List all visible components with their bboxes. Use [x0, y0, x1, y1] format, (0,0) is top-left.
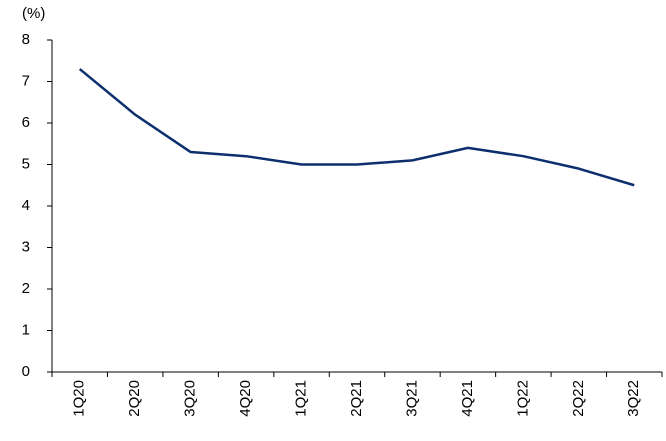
x-tick-label: 3Q21 [403, 380, 420, 417]
x-tick-label: 2Q21 [348, 380, 365, 417]
x-tick-label: 3Q22 [625, 380, 642, 417]
y-tick-label: 7 [22, 72, 30, 89]
y-tick-label: 3 [22, 238, 30, 255]
y-tick-label: 5 [22, 155, 30, 172]
x-tick-label: 4Q21 [459, 380, 476, 417]
x-tick-label: 2Q22 [570, 380, 587, 417]
y-axis-label: (%) [22, 5, 45, 22]
y-tick-label: 8 [22, 31, 30, 48]
x-tick-label: 3Q20 [182, 380, 199, 417]
x-tick-label: 1Q20 [71, 380, 88, 417]
x-tick-label: 1Q21 [293, 380, 310, 417]
y-tick-label: 6 [22, 114, 30, 131]
y-tick-label: 2 [22, 280, 30, 297]
x-tick-label: 2Q20 [126, 380, 143, 417]
y-tick-label: 4 [22, 197, 30, 214]
x-tick-label: 4Q20 [237, 380, 254, 417]
x-tick-label: 1Q22 [514, 380, 531, 417]
y-tick-label: 0 [22, 363, 30, 380]
y-tick-label: 1 [22, 321, 30, 338]
line-series [78, 68, 635, 187]
